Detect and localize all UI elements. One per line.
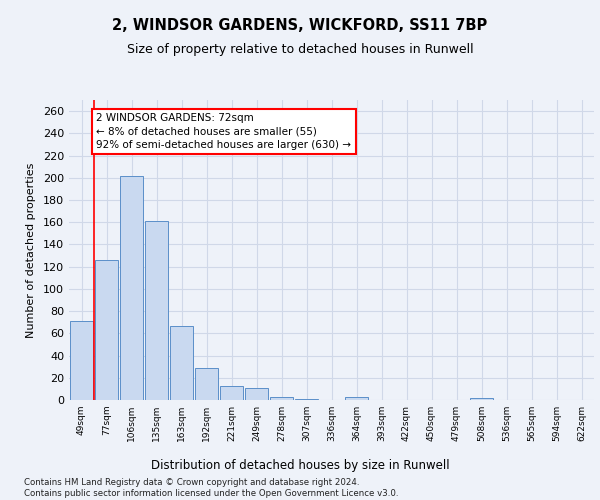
Bar	[70, 321, 93, 400]
Text: 2, WINDSOR GARDENS, WICKFORD, SS11 7BP: 2, WINDSOR GARDENS, WICKFORD, SS11 7BP	[112, 18, 488, 32]
Bar	[220, 386, 243, 400]
Bar	[195, 368, 218, 400]
Bar	[145, 221, 168, 400]
Text: 2 WINDSOR GARDENS: 72sqm
← 8% of detached houses are smaller (55)
92% of semi-de: 2 WINDSOR GARDENS: 72sqm ← 8% of detache…	[97, 114, 352, 150]
Text: Size of property relative to detached houses in Runwell: Size of property relative to detached ho…	[127, 42, 473, 56]
Text: Contains HM Land Registry data © Crown copyright and database right 2024.
Contai: Contains HM Land Registry data © Crown c…	[24, 478, 398, 498]
Bar	[270, 396, 293, 400]
Bar	[120, 176, 143, 400]
Bar	[245, 388, 268, 400]
Bar	[470, 398, 493, 400]
Bar	[295, 399, 318, 400]
Bar	[170, 326, 193, 400]
Y-axis label: Number of detached properties: Number of detached properties	[26, 162, 36, 338]
Bar	[95, 260, 118, 400]
Text: Distribution of detached houses by size in Runwell: Distribution of detached houses by size …	[151, 460, 449, 472]
Bar	[345, 396, 368, 400]
